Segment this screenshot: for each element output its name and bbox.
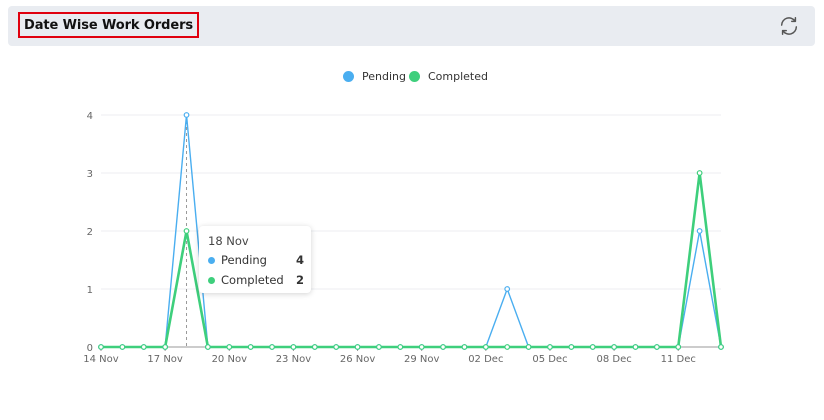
refresh-icon[interactable]: [778, 15, 800, 37]
tooltip-label-pending: Pending: [221, 253, 267, 267]
y-tick-label: 0: [87, 343, 93, 354]
data-point-completed: [204, 344, 211, 350]
x-tick-label: 23 Nov: [276, 354, 312, 365]
data-point-pending: [504, 286, 511, 292]
data-point-completed: [162, 344, 169, 350]
chart-area: Pending Completed 0 1 2 3 4 14 Nov 17 Nov 20 No…: [0, 48, 824, 416]
tooltip-value-pending: 4: [295, 253, 304, 267]
legend-dot-completed: [409, 71, 420, 82]
data-point-completed: [311, 344, 318, 350]
x-tick-label: 02 Dec: [468, 354, 503, 365]
data-point-completed: [354, 344, 361, 350]
data-point-completed: [589, 344, 596, 350]
series-line-completed: [101, 171, 723, 349]
data-point-completed: [119, 344, 126, 350]
data-point-completed: [333, 344, 340, 350]
line-chart: 0 1 2 3 4 14 Nov 17 Nov 20 Nov 23 Nov 26 Nov 29 No…: [83, 111, 724, 365]
data-point-completed: [269, 344, 275, 350]
data-point-completed: [568, 344, 575, 350]
data-point-completed: [632, 344, 639, 350]
data-point-completed: [461, 344, 468, 350]
data-point-completed: [98, 344, 104, 350]
x-tick-label: 11 Dec: [661, 354, 696, 365]
data-point-pending: [696, 228, 703, 234]
legend-label-completed: Completed: [428, 70, 488, 83]
tooltip-dot-completed: [208, 276, 215, 284]
data-point-completed: [653, 344, 660, 350]
data-point-completed: [675, 344, 682, 350]
data-point-completed: [183, 228, 190, 234]
x-tick-label: 05 Dec: [532, 354, 567, 365]
legend-dot-pending: [343, 71, 354, 82]
data-point-completed: [611, 344, 618, 350]
panel-title: Date Wise Work Orders: [24, 17, 194, 33]
data-point-completed: [226, 344, 233, 350]
data-point-completed: [482, 344, 489, 350]
data-point-completed: [440, 344, 446, 350]
tooltip-title: 18 Nov: [208, 234, 249, 248]
tooltip-label-completed: Completed: [221, 273, 284, 287]
y-tick-label: 1: [87, 285, 93, 296]
data-point-completed: [290, 344, 297, 350]
y-tick-label: 4: [87, 111, 93, 122]
y-tick-label: 3: [87, 169, 93, 180]
data-point-completed: [504, 344, 511, 350]
data-point-completed: [718, 344, 724, 350]
data-point-completed: [696, 170, 703, 176]
data-point-completed: [397, 344, 404, 350]
x-tick-label: 20 Nov: [212, 354, 248, 365]
tooltip-row-pending: Pending 4: [208, 252, 304, 268]
x-tick-label: 14 Nov: [83, 354, 119, 365]
x-tick-label: 26 Nov: [340, 354, 376, 365]
title-highlight-box: Date Wise Work Orders: [18, 12, 200, 38]
panel-header: Date Wise Work Orders: [8, 6, 815, 46]
x-tick-label: 29 Nov: [404, 354, 440, 365]
data-point-completed: [376, 344, 382, 350]
y-tick-label: 2: [87, 227, 93, 238]
x-tick-label: 17 Nov: [147, 354, 183, 365]
chart-tooltip: 18 Nov Pending 4 Completed 2: [199, 226, 311, 293]
data-point-completed: [418, 344, 425, 350]
legend-label-pending: Pending: [362, 70, 406, 83]
tooltip-row-completed: Completed 2: [208, 272, 304, 288]
data-point-completed: [247, 344, 254, 350]
data-point-completed: [140, 344, 147, 350]
data-point-completed: [547, 344, 553, 350]
x-tick-label: 08 Dec: [596, 354, 631, 365]
data-point-pending: [183, 112, 190, 118]
legend-item-completed[interactable]: Completed: [409, 70, 488, 83]
tooltip-dot-pending: [208, 256, 215, 264]
tooltip-value-completed: 2: [295, 273, 304, 287]
legend-item-pending[interactable]: Pending: [343, 70, 406, 83]
data-point-completed: [525, 344, 532, 350]
